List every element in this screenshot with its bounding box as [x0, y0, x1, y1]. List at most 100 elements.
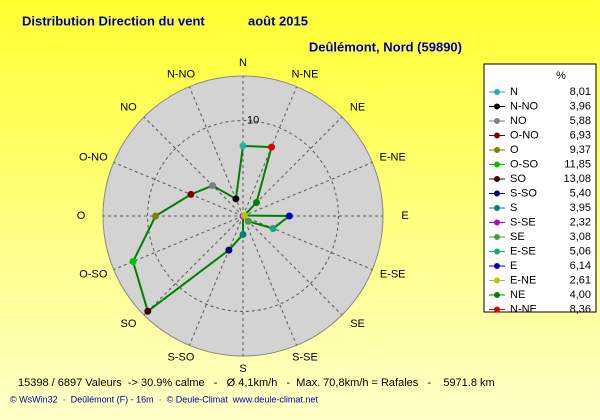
- spoke: [143, 116, 244, 217]
- legend-label: N-NE: [510, 303, 537, 315]
- spoke: [143, 215, 244, 316]
- legend-label: O-NO: [510, 129, 539, 141]
- legend-marker: [494, 190, 500, 197]
- data-point: [268, 143, 276, 151]
- spoke: [242, 86, 298, 217]
- axis-label: O-NO: [79, 151, 108, 163]
- legend-marker: [494, 161, 500, 168]
- data-point: [285, 212, 293, 220]
- legend-value: 6,93: [570, 129, 591, 141]
- legend-label: NO: [510, 115, 527, 127]
- legend-value: 3,08: [570, 231, 591, 243]
- legend-value: 3,96: [570, 100, 591, 112]
- spoke: [242, 215, 343, 316]
- legend-marker: [494, 147, 500, 153]
- axis-label: E: [401, 210, 408, 222]
- legend-marker: [494, 263, 500, 269]
- legend-header: %: [556, 70, 566, 82]
- legend-value: 9,37: [570, 144, 591, 156]
- legend-value: 11,85: [564, 158, 591, 170]
- data-point: [232, 195, 240, 203]
- legend-label: E-SE: [510, 245, 536, 257]
- legend-label: SE: [510, 231, 525, 243]
- legend-value: 3,95: [570, 202, 591, 214]
- spoke: [242, 161, 373, 217]
- legend-marker: [494, 103, 500, 110]
- legend-value: 6,14: [570, 260, 591, 272]
- chart-title: Distribution Direction du vent: [22, 13, 205, 28]
- legend-value: 5,88: [570, 115, 591, 127]
- axis-label: E-NE: [380, 151, 406, 163]
- spoke: [188, 86, 244, 217]
- spoke: [242, 215, 373, 271]
- legend-marker: [494, 132, 500, 139]
- legend-value: 2,32: [570, 216, 591, 228]
- legend-marker: [494, 292, 500, 298]
- spoke: [242, 215, 298, 346]
- axis-label: N-NO: [167, 69, 196, 81]
- legend-value: 5,06: [570, 245, 591, 257]
- data-point: [269, 224, 277, 232]
- data-point: [187, 190, 195, 198]
- axis-label: SE: [350, 318, 365, 330]
- chart-period: août 2015: [248, 13, 308, 28]
- footer: 15398 / 6897 Valeurs -> 30.9% calme - Ø …: [18, 377, 495, 389]
- legend-value: 2,61: [570, 274, 591, 286]
- legend-value: 4,00: [570, 289, 591, 301]
- legend-label: S: [510, 202, 517, 214]
- axis-label: NO: [120, 102, 137, 114]
- spoke: [242, 116, 343, 217]
- axis-label: S-SO: [168, 351, 195, 363]
- legend-marker: [494, 205, 500, 211]
- legend-label: SO: [510, 173, 526, 185]
- axis-label: SO: [120, 318, 136, 330]
- legend-marker: [494, 248, 500, 255]
- legend-label: E-NE: [510, 274, 536, 286]
- axis-label: S-SE: [292, 351, 318, 363]
- data-point: [129, 258, 137, 266]
- legend-label: S-SE: [510, 216, 536, 228]
- r-tick-label: 10: [247, 114, 259, 126]
- spoke: [113, 161, 244, 217]
- legend-marker: [494, 219, 500, 226]
- legend-box: [483, 63, 597, 313]
- legend-marker: [494, 176, 500, 182]
- axis-label: NE: [350, 102, 365, 114]
- data-point: [152, 212, 160, 220]
- data-point: [240, 211, 248, 219]
- axis-label: S: [239, 363, 246, 375]
- data-point: [244, 217, 252, 225]
- axis-label: N: [239, 57, 247, 69]
- legend-marker: [494, 234, 500, 240]
- legend-marker: [494, 118, 500, 124]
- credits: © WsWin32 · Deûlémont (F) - 16m · © Deul…: [10, 394, 318, 404]
- legend-label: NE: [510, 289, 525, 301]
- axis-label: E-SE: [380, 268, 406, 280]
- legend-value: 8,01: [570, 86, 591, 98]
- data-point: [252, 199, 260, 207]
- legend-label: N-NO: [510, 100, 539, 112]
- legend-value: 8,36: [570, 303, 591, 315]
- data-point: [225, 246, 233, 254]
- legend-marker: [494, 89, 500, 95]
- spoke: [188, 215, 244, 346]
- legend-label: O: [510, 144, 519, 156]
- legend-marker: [494, 277, 500, 284]
- data-point: [239, 230, 247, 238]
- axis-label: O-SO: [79, 268, 108, 280]
- legend-value: 13,08: [563, 173, 591, 185]
- legend-label: O-SO: [510, 158, 539, 170]
- data-point: [144, 307, 152, 315]
- data-point: [209, 182, 217, 190]
- legend-label: E: [510, 260, 517, 272]
- legend-label: N: [510, 86, 518, 98]
- chart-subtitle: Deûlémont, Nord (59890): [309, 39, 462, 54]
- axis-label: N-NE: [292, 69, 319, 81]
- axis-label: O: [77, 210, 86, 222]
- legend-value: 5,40: [570, 187, 591, 199]
- grid-ring: [147, 120, 339, 312]
- legend-marker: [494, 306, 500, 313]
- legend-label: S-SO: [510, 187, 537, 199]
- data-point: [239, 142, 247, 150]
